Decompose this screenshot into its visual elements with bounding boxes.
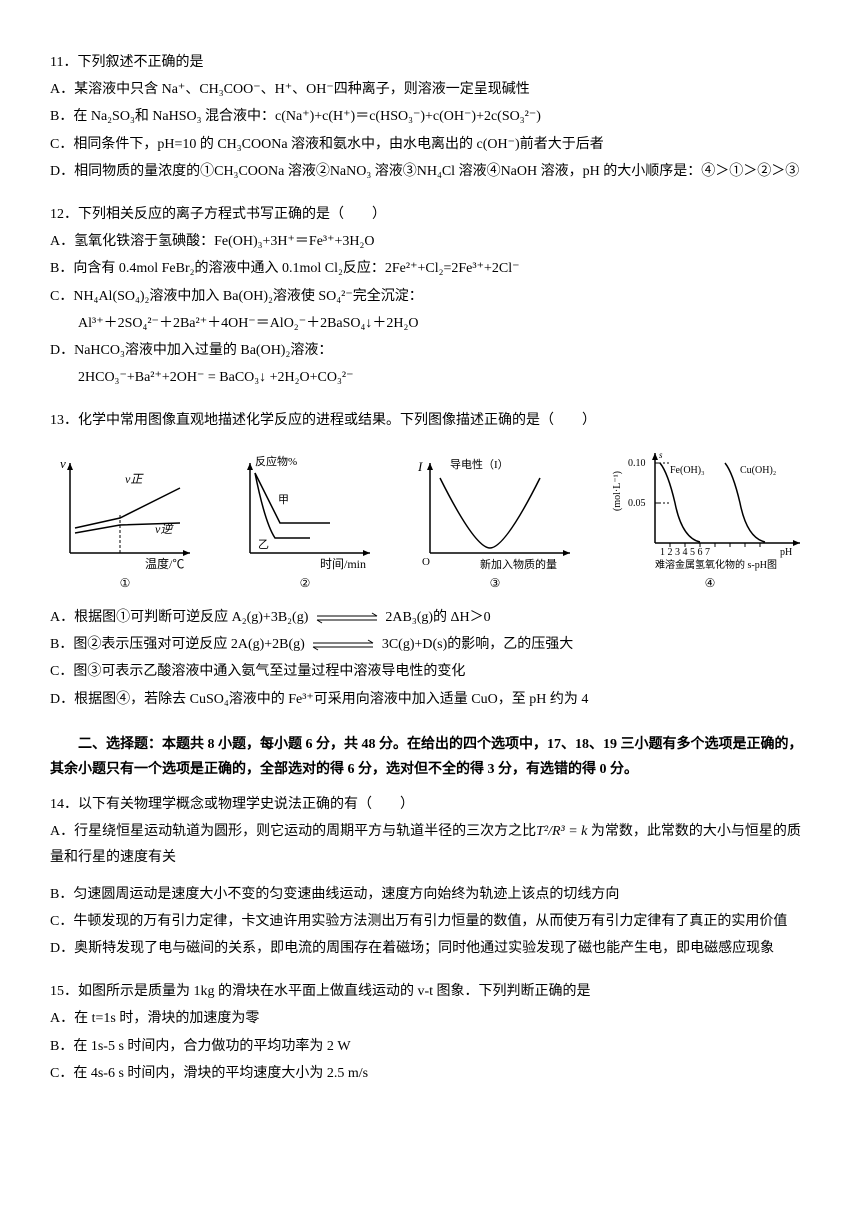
q12-number: 12． (50, 207, 78, 222)
fig4-xticks: 1 2 3 4 5 6 7 (660, 547, 710, 558)
q12-option-d-line1: D．NaHCO₃溶液中加入过量的 Ba(OH)₂溶液： (50, 338, 810, 363)
question-13: 13．化学中常用图像直观地描述化学反应的进程或结果。下列图像描述正确的是（ ） … (50, 408, 810, 712)
question-15: 15．如图所示是质量为 1kg 的滑块在水平面上做直线运动的 v-t 图象．下列… (50, 979, 810, 1086)
q15-option-c: C．在 4s-6 s 时间内，滑块的平均速度大小为 2.5 m/s (50, 1061, 810, 1086)
figure-2: 甲 乙 反应物% 时间/min ② (230, 453, 380, 595)
fig4-bottom-label: 难溶金属氢氧化物的 s-pH图 (655, 558, 777, 571)
fig4-xlabel: pH (780, 547, 792, 558)
q14-option-d: D．奥斯特发现了电与磁间的关系，即电流的周围存在着磁场；同时他通过实验发现了磁也… (50, 936, 810, 961)
figure-4: s 0.10 0.05 Fe(OH)₃ Cu(OH)₂ 1 2 3 4 5 6 … (610, 443, 810, 595)
q14-optA-pre: A．行星绕恒星运动轨道为圆形，则它运动的周期平方与轨道半径的三次方之比 (50, 824, 536, 839)
q15-number: 15． (50, 984, 78, 999)
q12-option-c-line1: C．NH₄Al(SO₄)₂溶液中加入 Ba(OH)₂溶液使 SO₄²⁻完全沉淀： (50, 284, 810, 309)
fig4-ytick1: 0.10 (628, 458, 646, 469)
q12-option-c-line2: Al³⁺＋2SO₄²⁻＋2Ba²⁺＋4OH⁻＝AlO₂⁻＋2BaSO₄↓＋2H₂… (50, 311, 810, 336)
figure-1: v v正 v逆 温度/℃ ① (50, 453, 200, 595)
q13-stem: 化学中常用图像直观地描述化学反应的进程或结果。下列图像描述正确的是（ ） (78, 413, 596, 428)
q15-option-b: B．在 1s-5 s 时间内，合力做功的平均功率为 2 W (50, 1034, 810, 1059)
fig1-xlabel: 温度/℃ (145, 556, 184, 571)
fig1-label: ① (50, 573, 200, 595)
fig3-xlabel: 新加入物质的量 (480, 557, 557, 571)
figures-row: v v正 v逆 温度/℃ ① 甲 乙 反应物% 时间/ (50, 443, 810, 595)
equilibrium-arrow-icon (308, 639, 378, 651)
question-14: 14．以下有关物理学概念或物理学史说法正确的有（ ） A．行星绕恒星运动轨道为圆… (50, 792, 810, 961)
q14-number: 14． (50, 797, 78, 812)
q15-stem: 如图所示是质量为 1kg 的滑块在水平面上做直线运动的 v-t 图象．下列判断正… (78, 984, 591, 999)
equilibrium-arrow-icon (312, 612, 382, 624)
q13-option-d: D．根据图④，若除去 CuSO₄溶液中的 Fe³⁺可采用向溶液中加入适量 CuO… (50, 687, 810, 712)
fig4-ylabel: (mol·L⁻¹) (612, 472, 623, 512)
fig4-label: ④ (610, 573, 810, 595)
fig3-ylabel-note: 导电性（I） (450, 457, 509, 471)
q11-option-c: C．相同条件下，pH=10 的 CH₃COONa 溶液和氨水中，由水电离出的 c… (50, 132, 810, 157)
q11-number: 11． (50, 55, 77, 70)
fig2-xlabel: 时间/min (320, 557, 366, 571)
q14-optA-formula: T²/R³ = k (536, 824, 587, 839)
q14-option-c: C．牛顿发现的万有引力定律，卡文迪许用实验方法测出万有引力恒量的数值，从而使万有… (50, 909, 810, 934)
fig4-curve1: Fe(OH)₃ (670, 465, 705, 476)
q13-number: 13． (50, 413, 78, 428)
fig2-curve1: 甲 (278, 494, 289, 506)
fig3-ylabel: I (417, 459, 423, 474)
question-12: 12．下列相关反应的离子方程式书写正确的是（ ） A．氢氧化铁溶于氢碘酸：Fe(… (50, 202, 810, 390)
q13-optB-post: 3C(g)+D(s)的影响，乙的压强大 (378, 637, 573, 652)
q12-option-b: B．向含有 0.4mol FeBr₂的溶液中通入 0.1mol Cl₂反应：2F… (50, 256, 810, 281)
fig1-ylabel: v (60, 456, 66, 471)
q12-option-d-line2: 2HCO₃⁻+Ba²⁺+2OH⁻ = BaCO₃↓ +2H₂O+CO₃²⁻ (50, 365, 810, 390)
q11-option-a: A．某溶液中只含 Na⁺、CH₃COO⁻、H⁺、OH⁻四种离子，则溶液一定呈现碱… (50, 77, 810, 102)
fig1-curve-top: v正 (125, 472, 144, 486)
fig4-curve2: Cu(OH)₂ (740, 465, 776, 476)
q14-option-b: B．匀速圆周运动是速度大小不变的匀变速曲线运动，速度方向始终为轨迹上该点的切线方… (50, 882, 810, 907)
q13-optB-pre: B．图②表示压强对可逆反应 2A(g)+2B(g) (50, 637, 308, 652)
q13-option-a: A．根据图①可判断可逆反应 A₂(g)+3B₂(g) 2AB₃(g)的 ΔH＞0 (50, 605, 810, 630)
question-11: 11．下列叙述不正确的是 A．某溶液中只含 Na⁺、CH₃COO⁻、H⁺、OH⁻… (50, 50, 810, 184)
fig2-label: ② (230, 573, 380, 595)
q14-option-a: A．行星绕恒星运动轨道为圆形，则它运动的周期平方与轨道半径的三次方之比T²/R³… (50, 819, 810, 869)
q13-optA-pre: A．根据图①可判断可逆反应 A₂(g)+3B₂(g) (50, 610, 312, 625)
figure-3: I 导电性（I） O 新加入物质的量 ③ (410, 453, 580, 595)
fig2-ylabel: 反应物% (255, 454, 297, 468)
q13-optA-post: 2AB₃(g)的 ΔH＞0 (382, 610, 491, 625)
q11-option-b: B．在 Na₂SO₃和 NaHSO₃ 混合液中：c(Na⁺)+c(H⁺)＝c(H… (50, 104, 810, 129)
svg-text:s: s (659, 450, 663, 460)
q13-option-b: B．图②表示压强对可逆反应 2A(g)+2B(g) 3C(g)+D(s)的影响，… (50, 632, 810, 657)
fig4-ytick2: 0.05 (628, 498, 646, 509)
q11-stem: 下列叙述不正确的是 (77, 55, 203, 70)
q12-option-a: A．氢氧化铁溶于氢碘酸：Fe(OH)₃+3H⁺＝Fe³⁺+3H₂O (50, 229, 810, 254)
q12-stem: 下列相关反应的离子方程式书写正确的是（ ） (78, 207, 386, 222)
fig3-origin: O (422, 556, 430, 568)
fig2-curve2: 乙 (258, 538, 269, 551)
q14-stem: 以下有关物理学概念或物理学史说法正确的有（ ） (78, 797, 414, 812)
section-2-title: 二、选择题：本题共 8 小题，每小题 6 分，共 48 分。在给出的四个选项中，… (50, 732, 810, 782)
q11-option-d: D．相同物质的量浓度的①CH₃COONa 溶液②NaNO₃ 溶液③NH₄Cl 溶… (50, 159, 810, 184)
q15-option-a: A．在 t=1s 时，滑块的加速度为零 (50, 1006, 810, 1031)
q13-option-c: C．图③可表示乙酸溶液中通入氨气至过量过程中溶液导电性的变化 (50, 659, 810, 684)
fig3-label: ③ (410, 573, 580, 595)
fig1-curve-bottom: v逆 (155, 522, 174, 536)
